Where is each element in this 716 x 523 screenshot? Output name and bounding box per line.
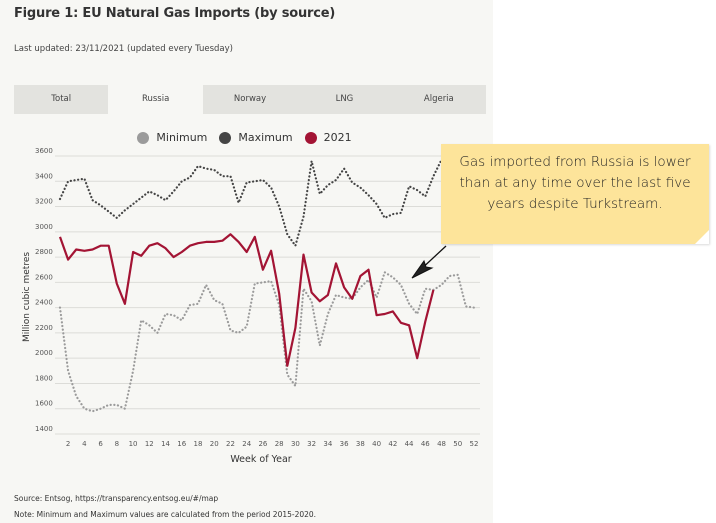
- legend-item-maximum[interactable]: Maximum: [219, 131, 293, 144]
- x-tick-label: 46: [421, 440, 430, 448]
- annotation-arrow: [411, 245, 447, 279]
- legend-label-maximum: Maximum: [238, 131, 293, 144]
- last-updated-text: Last updated: 23/11/2021 (updated every …: [14, 44, 233, 54]
- x-axis-ticks: 2 4 6 8 10 12 14 16 18 20 22 24 26 28 30 32 34 36 38 40 42 44…: [66, 440, 479, 448]
- arrowhead-icon: [411, 259, 434, 279]
- legend-item-2021[interactable]: 2021: [304, 131, 352, 144]
- tab-algeria[interactable]: Algeria: [423, 94, 454, 104]
- x-tick-label: 22: [226, 440, 235, 448]
- legend-dot-minimum-icon: [137, 131, 150, 144]
- x-tick-label: 32: [307, 440, 316, 448]
- x-tick-label: 8: [115, 440, 119, 448]
- source-text: Source: Entsog, https://transparency.ent…: [14, 494, 219, 503]
- x-tick-label: 44: [405, 440, 414, 448]
- chart-legend: Minimum Maximum 2021: [0, 131, 493, 144]
- annotation-text: Gas imported from Russia is lower than a…: [459, 154, 691, 212]
- tab-russia[interactable]: Russia: [108, 85, 203, 114]
- series-lines: [58, 158, 476, 413]
- x-tick-label: 50: [453, 440, 462, 448]
- x-tick-label: 2: [66, 440, 70, 448]
- y-axis-ticks: 1400 1600 1800 2000 2200 2400 2600 2800 3000 3200…: [35, 147, 53, 433]
- y-tick-label: 2000: [35, 349, 53, 357]
- y-tick-label: 1400: [35, 425, 53, 433]
- x-tick-label: 20: [210, 440, 219, 448]
- tab-lng[interactable]: LNG: [335, 94, 354, 104]
- y-tick-label: 3600: [35, 147, 53, 155]
- x-tick-label: 26: [258, 440, 267, 448]
- series-line-2021: [58, 233, 435, 367]
- series-line-maximum: [58, 158, 443, 247]
- line-chart: 1400 1600 1800 2000 2200 2400 2600 2800 3000 3200…: [22, 147, 480, 465]
- x-tick-label: 12: [145, 440, 154, 448]
- x-tick-label: 24: [242, 440, 251, 448]
- y-tick-label: 2200: [35, 324, 53, 332]
- x-tick-label: 16: [177, 440, 186, 448]
- legend-dot-2021-icon: [304, 131, 317, 144]
- x-tick-label: 40: [372, 440, 381, 448]
- x-tick-label: 38: [356, 440, 365, 448]
- x-tick-label: 4: [82, 440, 87, 448]
- y-tick-label: 2800: [35, 248, 53, 256]
- y-axis-label: Million cubic metres: [22, 252, 32, 342]
- y-tick-label: 3400: [35, 172, 53, 180]
- x-tick-label: 10: [129, 440, 138, 448]
- tab-total[interactable]: Total: [51, 94, 72, 104]
- note-text: Note: Minimum and Maximum values are cal…: [14, 510, 317, 519]
- x-tick-label: 48: [437, 440, 446, 448]
- legend-label-minimum: Minimum: [156, 131, 208, 144]
- y-tick-label: 3200: [35, 198, 53, 206]
- x-tick-label: 30: [291, 440, 300, 448]
- x-tick-label: 34: [323, 440, 332, 448]
- annotation-sticky-note: Gas imported from Russia is lower than a…: [441, 144, 709, 244]
- figure-title: Figure 1: EU Natural Gas Imports (by sou…: [14, 6, 336, 21]
- tab-norway[interactable]: Norway: [233, 94, 267, 104]
- legend-label-2021: 2021: [323, 131, 352, 144]
- gridlines: [55, 155, 480, 435]
- y-tick-label: 3000: [35, 223, 53, 231]
- legend-dot-maximum-icon: [219, 131, 232, 144]
- y-tick-label: 1600: [35, 400, 53, 408]
- x-axis-label: Week of Year: [230, 454, 291, 465]
- x-tick-label: 28: [275, 440, 284, 448]
- y-tick-label: 2600: [35, 273, 53, 281]
- y-tick-label: 1800: [35, 374, 53, 382]
- series-line-minimum: [58, 271, 476, 413]
- x-tick-label: 42: [388, 440, 397, 448]
- y-tick-label: 2400: [35, 299, 53, 307]
- source-tabs: Total Russia Norway LNG Algeria: [14, 85, 486, 114]
- x-tick-label: 14: [161, 440, 170, 448]
- x-tick-label: 6: [98, 440, 103, 448]
- x-tick-label: 36: [340, 440, 349, 448]
- legend-item-minimum[interactable]: Minimum: [137, 131, 207, 144]
- x-tick-label: 18: [194, 440, 203, 448]
- x-tick-label: 52: [470, 440, 479, 448]
- figure-panel: Figure 1: EU Natural Gas Imports (by sou…: [0, 0, 493, 523]
- sticky-fold-corner: [695, 230, 709, 244]
